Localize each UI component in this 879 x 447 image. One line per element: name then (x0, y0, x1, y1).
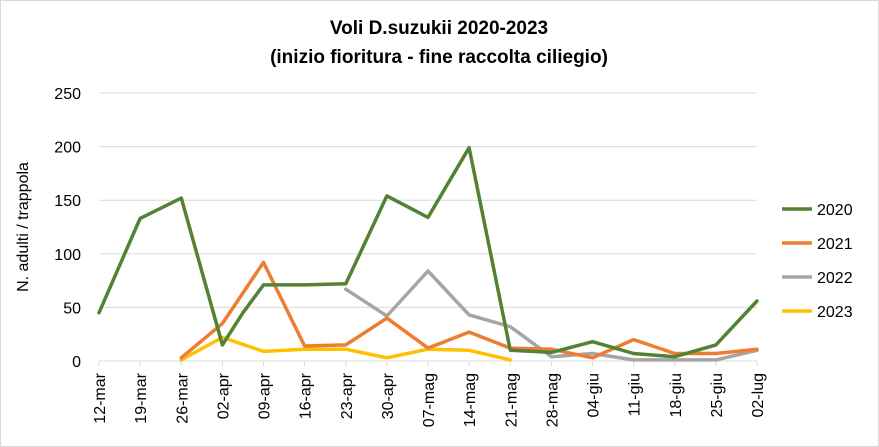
x-tick-label: 12-mar (92, 372, 109, 423)
x-tick-label: 11-giu (627, 373, 644, 416)
series-line-2023 (179, 335, 513, 362)
y-tick-label: 50 (63, 300, 81, 317)
gridlines (99, 92, 757, 308)
x-tick-label: 19-mar (133, 372, 150, 423)
x-tick-label: 02-apr (215, 372, 232, 419)
legend-label-2023: 2023 (817, 304, 853, 321)
legend-label-2021: 2021 (817, 236, 853, 253)
legend: 2020 2021 2022 2023 (782, 202, 853, 321)
x-tick-label: 28-mag (544, 373, 561, 427)
x-tick-label: 09-apr (257, 372, 274, 419)
y-tick-label: 200 (54, 140, 81, 157)
y-tick-label: 0 (72, 354, 81, 371)
series-line-2021 (179, 260, 759, 360)
x-tick-label: 26-mar (174, 372, 191, 423)
x-tick-label: 25-giu (709, 373, 726, 417)
chart-title: Voli D.suzukii 2020-2023 (330, 18, 548, 39)
legend-label-2020: 2020 (817, 202, 853, 219)
series-line-2022 (344, 269, 759, 362)
y-tick-label: 250 (54, 86, 81, 103)
x-tick-label: 21-mag (503, 373, 520, 427)
x-tick-label: 23-apr (339, 372, 356, 419)
series-lines (97, 145, 759, 362)
x-tick-label: 16-apr (298, 372, 315, 419)
series-line-2020 (97, 145, 759, 359)
x-tick-label: 30-apr (380, 372, 397, 419)
y-tick-label: 100 (54, 247, 81, 264)
y-tick-label: 150 (54, 193, 81, 210)
chart-subtitle: (inizio fioritura - fine raccolta cilieg… (270, 47, 608, 68)
x-tick-label: 07-mag (421, 373, 438, 427)
x-tick-label: 18-giu (668, 373, 685, 417)
x-tick-label: 02-lug (750, 373, 767, 417)
x-tick-label: 04-giu (586, 373, 603, 417)
axes: 0 50 100 150 200 250 12-mar 19-mar 26-mar 02-apr 0… (54, 86, 767, 427)
legend-label-2022: 2022 (817, 270, 853, 287)
y-axis-title: N. adulti / trappola (15, 162, 32, 292)
x-tick-label: 14-mag (462, 373, 479, 427)
